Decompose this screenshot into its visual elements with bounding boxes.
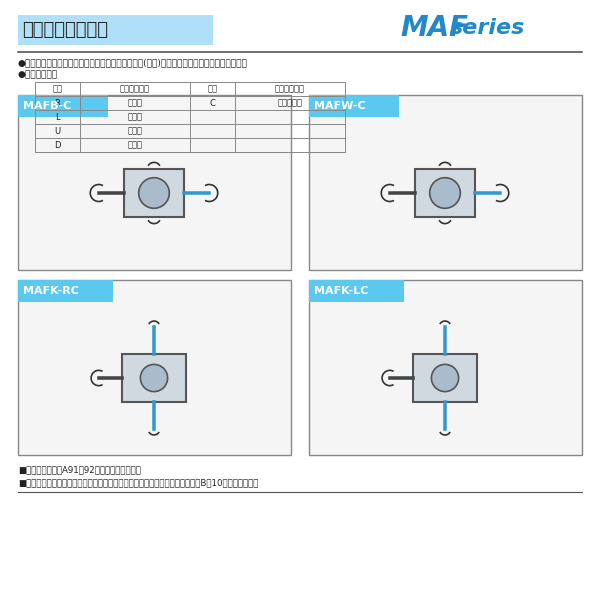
Bar bbox=[18, 95, 108, 117]
Text: 記号: 記号 bbox=[53, 85, 62, 94]
Text: MAF: MAF bbox=[400, 14, 468, 42]
Text: MAFK-RC: MAFK-RC bbox=[23, 286, 79, 296]
Text: series: series bbox=[450, 18, 526, 38]
Bar bbox=[309, 280, 582, 455]
Text: MAFK-LC: MAFK-LC bbox=[314, 286, 368, 296]
Circle shape bbox=[431, 364, 458, 392]
Text: 下　側: 下 側 bbox=[128, 140, 143, 149]
Bar bbox=[18, 280, 113, 302]
Circle shape bbox=[430, 178, 460, 208]
Bar bbox=[18, 95, 291, 270]
Text: 出力軸両軸: 出力軸両軸 bbox=[277, 98, 302, 107]
FancyBboxPatch shape bbox=[124, 169, 184, 217]
Circle shape bbox=[140, 364, 167, 392]
Text: ■特殊な取付状態については、当社へお問い合わせ下さい。なお、参考としてB－10をご覧下さい。: ■特殊な取付状態については、当社へお問い合わせ下さい。なお、参考としてB－10を… bbox=[18, 479, 259, 487]
Text: 上　側: 上 側 bbox=[128, 127, 143, 136]
Bar bbox=[309, 95, 399, 117]
FancyBboxPatch shape bbox=[18, 15, 213, 45]
Bar bbox=[309, 280, 404, 302]
FancyBboxPatch shape bbox=[413, 354, 478, 402]
Text: 右　側: 右 側 bbox=[128, 98, 143, 107]
Bar bbox=[309, 95, 582, 270]
Text: C: C bbox=[209, 98, 215, 107]
Text: 出力軸の方向: 出力軸の方向 bbox=[120, 85, 150, 94]
Text: L: L bbox=[55, 113, 60, 121]
Text: 記号: 記号 bbox=[208, 85, 218, 94]
FancyBboxPatch shape bbox=[415, 169, 475, 217]
Text: 出力軸の方向: 出力軸の方向 bbox=[275, 85, 305, 94]
Circle shape bbox=[139, 178, 169, 208]
Text: U: U bbox=[55, 127, 61, 136]
FancyBboxPatch shape bbox=[122, 354, 187, 402]
Text: ●軸配置は入力軸またはモータを手前にして出力軸(青色)の出ている方向で決定して下さい。: ●軸配置は入力軸またはモータを手前にして出力軸(青色)の出ている方向で決定して下… bbox=[18, 58, 248, 67]
Text: MAFW-C: MAFW-C bbox=[314, 101, 365, 111]
Text: 軸配置と回転方向: 軸配置と回転方向 bbox=[22, 21, 108, 39]
Text: ■軸配置の詳細はA91・92を参照して下さい。: ■軸配置の詳細はA91・92を参照して下さい。 bbox=[18, 466, 141, 475]
Text: 左　側: 左 側 bbox=[128, 113, 143, 121]
Bar bbox=[18, 280, 291, 455]
Text: MAFB-C: MAFB-C bbox=[23, 101, 71, 111]
Text: ●軸配置の記号: ●軸配置の記号 bbox=[18, 70, 58, 79]
Text: D: D bbox=[54, 140, 61, 149]
Text: R: R bbox=[55, 98, 61, 107]
